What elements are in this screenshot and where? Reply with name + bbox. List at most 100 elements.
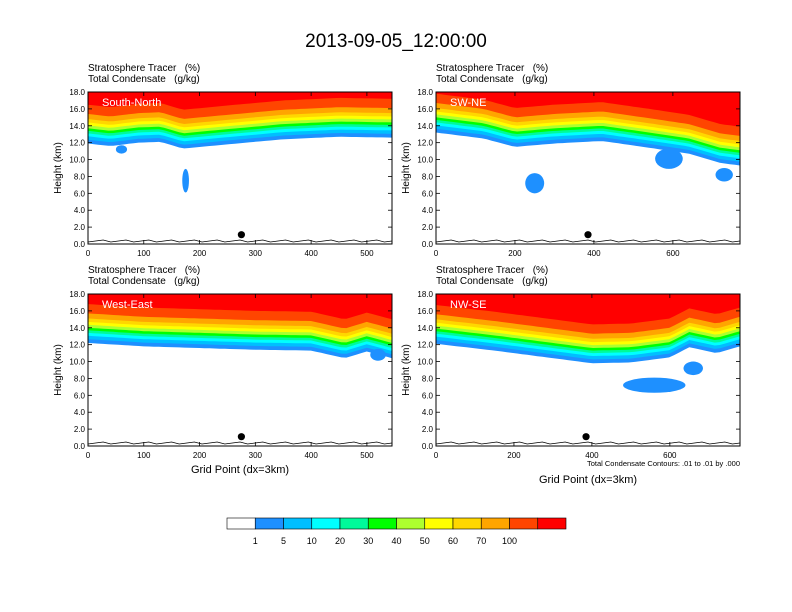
y-tick-label: 8.0	[74, 374, 86, 383]
location-marker	[582, 433, 590, 441]
x-tick-label: 400	[587, 249, 601, 258]
page-title: 2013-09-05_12:00:00	[305, 31, 487, 52]
colorbar-label: 30	[363, 536, 373, 546]
colorbar-swatch	[424, 517, 454, 530]
y-tick-label: 0.0	[74, 240, 86, 249]
y-tick-label: 4.0	[422, 206, 434, 215]
header-condensate: Total Condensate (g/kg)	[436, 74, 548, 85]
tracer-blob	[715, 168, 733, 182]
colorbar-swatch	[396, 517, 426, 530]
y-tick-label: 0.0	[422, 442, 434, 451]
y-tick-label: 4.0	[74, 408, 86, 417]
chart-panel: NW-SE 0.0 2.0 4.0 6.0 8.0 10.0 12.0 14.0 16.0 18.0…	[401, 290, 741, 486]
x-tick-label: 600	[663, 451, 677, 460]
x-tick-label: 300	[249, 451, 263, 460]
x-tick-label: 300	[249, 249, 263, 258]
location-marker	[237, 231, 245, 239]
x-tick-label: 200	[193, 451, 207, 460]
colorbar-swatch	[311, 517, 341, 530]
terrain-line	[88, 441, 392, 445]
chart-panel: SW-NE 0.0 2.0 4.0 6.0 8.0 10.0 12.0 14.0 16.0 18.0…	[401, 88, 741, 258]
colorbar-label: 20	[335, 536, 345, 546]
y-tick-label: 8.0	[422, 172, 434, 181]
y-tick-label: 14.0	[417, 122, 433, 131]
y-tick-label: 0.0	[74, 442, 86, 451]
plot-area	[436, 294, 740, 446]
chart-panel: South-North 0.0 2.0 4.0 6.0 8.0 10.0 12.0 14.0 16…	[53, 88, 393, 258]
y-tick-label: 18.0	[69, 88, 85, 97]
colorbar-label: 50	[420, 536, 430, 546]
panel-header: Stratosphere Tracer (%) Total Condensate …	[436, 63, 548, 85]
y-tick-label: 12.0	[417, 139, 433, 148]
colorbar-swatch	[480, 517, 510, 530]
y-tick-label: 6.0	[74, 189, 86, 198]
y-tick-label: 12.0	[69, 341, 85, 350]
y-tick-label: 18.0	[69, 290, 85, 299]
plot-frame	[87, 293, 393, 447]
colorbar-label: 70	[476, 536, 486, 546]
tracer-blob	[683, 361, 703, 376]
y-tick-label: 16.0	[69, 307, 85, 316]
x-tick-label: 0	[434, 249, 439, 258]
x-tick-label: 0	[86, 249, 91, 258]
y-tick-label: 14.0	[69, 122, 85, 131]
panel-label: South-North	[102, 97, 161, 109]
y-tick-label: 2.0	[74, 223, 86, 232]
y-tick-label: 18.0	[417, 88, 433, 97]
panel-label: NW-SE	[450, 299, 486, 311]
panel-header: Stratosphere Tracer (%) Total Condensate …	[88, 63, 200, 85]
plot-frame	[87, 91, 393, 245]
y-tick-label: 10.0	[69, 358, 85, 367]
terrain-line	[88, 239, 392, 243]
tracer-blob	[623, 377, 686, 393]
y-tick-label: 10.0	[69, 156, 85, 165]
x-axis-label: Grid Point (dx=3km)	[191, 464, 289, 476]
contour-annotation: Total Condensate Contours: .01 to .01 by…	[587, 459, 740, 468]
y-tick-label: 16.0	[417, 105, 433, 114]
panel-header: Stratosphere Tracer (%) Total Condensate …	[436, 265, 548, 287]
y-tick-label: 2.0	[422, 223, 434, 232]
plot-area	[436, 92, 740, 244]
plot-area	[88, 92, 392, 244]
x-tick-label: 0	[86, 451, 91, 460]
x-tick-label: 400	[304, 451, 318, 460]
y-tick-label: 6.0	[422, 391, 434, 400]
header-tracer: Stratosphere Tracer (%)	[436, 63, 549, 74]
panel-header: Stratosphere Tracer (%) Total Condensate …	[88, 265, 200, 287]
y-tick-label: 18.0	[417, 290, 433, 299]
y-tick-label: 12.0	[69, 139, 85, 148]
colorbar-swatch	[283, 517, 313, 530]
colorbar: 1 5 10 20 30 40 50 60 70 100	[226, 517, 567, 546]
tracer-blob	[370, 348, 386, 361]
header-tracer: Stratosphere Tracer (%)	[88, 265, 201, 276]
tracer-blob	[655, 148, 683, 169]
y-tick-label: 10.0	[417, 156, 433, 165]
y-tick-label: 16.0	[417, 307, 433, 316]
colorbar-label: 40	[391, 536, 401, 546]
tracer-band	[436, 92, 740, 127]
terrain-line	[436, 441, 740, 445]
colorbar-label: 1	[253, 536, 258, 546]
header-tracer: Stratosphere Tracer (%)	[436, 265, 549, 276]
header-condensate: Total Condensate (g/kg)	[88, 74, 200, 85]
x-tick-label: 400	[304, 249, 318, 258]
y-tick-label: 10.0	[417, 358, 433, 367]
colorbar-label: 60	[448, 536, 458, 546]
x-axis-label: Grid Point (dx=3km)	[539, 474, 637, 486]
colorbar-label: 10	[307, 536, 317, 546]
y-tick-label: 14.0	[69, 324, 85, 333]
plot-frame	[435, 293, 741, 447]
panel-label: West-East	[102, 299, 153, 311]
colorbar-label: 100	[502, 536, 517, 546]
location-marker	[237, 433, 245, 441]
y-tick-label: 2.0	[422, 425, 434, 434]
y-axis-label: Height (km)	[401, 344, 412, 396]
y-tick-label: 4.0	[422, 408, 434, 417]
y-tick-label: 2.0	[74, 425, 86, 434]
x-tick-label: 100	[137, 249, 151, 258]
plot-area	[88, 294, 392, 446]
y-tick-label: 16.0	[69, 105, 85, 114]
x-tick-label: 0	[434, 451, 439, 460]
x-tick-label: 500	[360, 249, 374, 258]
